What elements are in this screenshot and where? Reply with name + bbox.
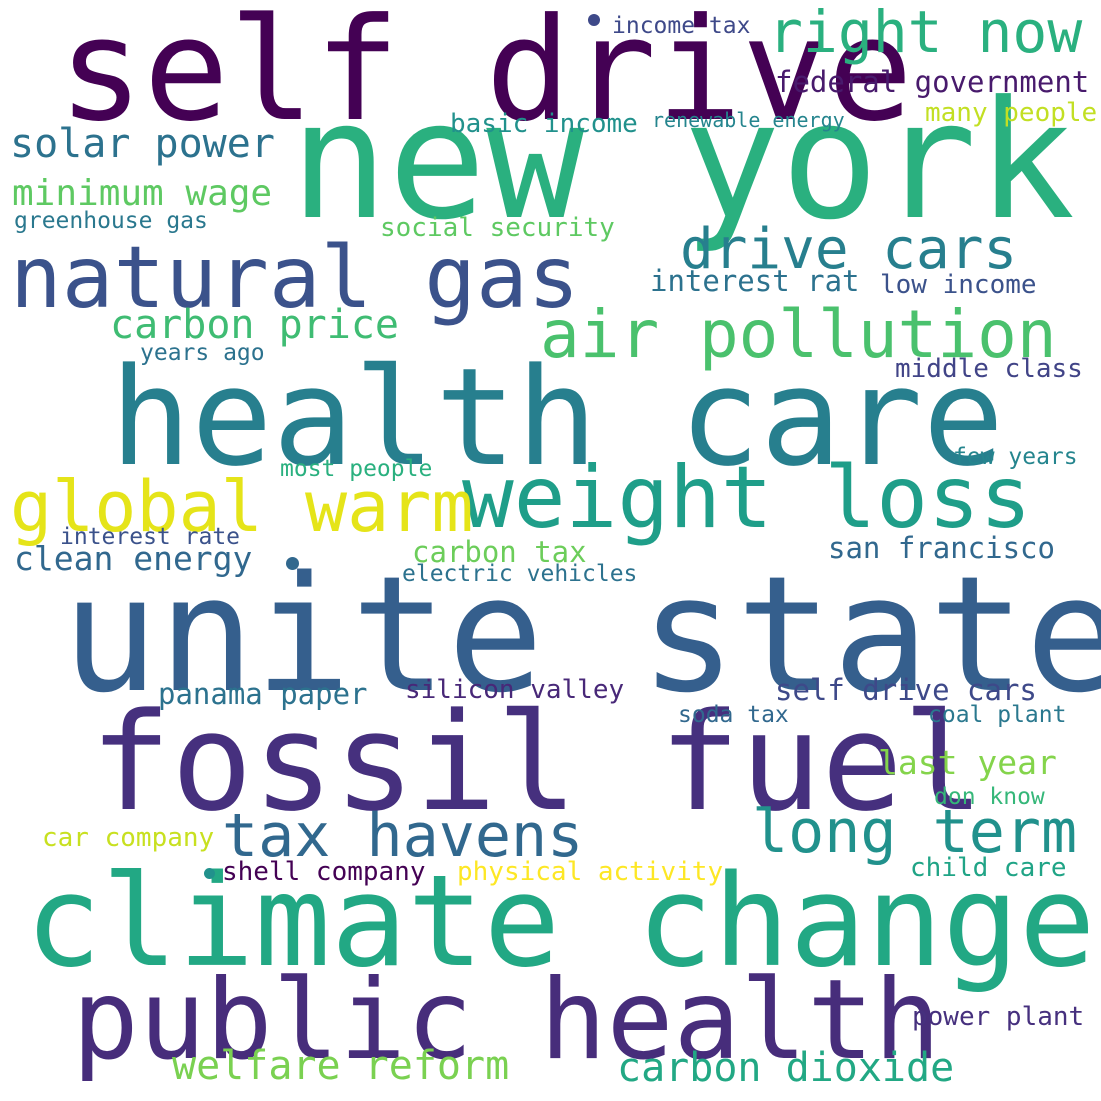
word-low-income: low income xyxy=(880,270,1037,300)
word-drive-cars: drive cars xyxy=(680,217,1018,282)
word-self-drive-cars: self drive cars xyxy=(775,673,1037,707)
word-interest-rate: interest rate xyxy=(60,524,241,550)
word-shell-company: shell company xyxy=(222,857,426,887)
word-right-now: right now xyxy=(768,0,1083,66)
small-dot xyxy=(204,868,215,879)
word-solar-power: solar power xyxy=(10,121,275,167)
word-minimum-wage: minimum wage xyxy=(12,173,273,214)
word-carbon-tax: carbon tax xyxy=(412,535,587,569)
word-social-security: social security xyxy=(380,213,615,243)
word-clean-energy: clean energy xyxy=(14,539,253,578)
word-panama-paper: panama paper xyxy=(158,677,368,711)
word-welfare-reform: welfare reform xyxy=(172,1043,510,1089)
word-renewable-energy: renewable energy xyxy=(652,108,845,132)
word-public-health: public health xyxy=(72,956,941,1085)
word-health-care: health care xyxy=(110,339,1005,496)
word-years-ago: years ago xyxy=(140,340,265,366)
word-weight-loss: weight loss xyxy=(462,448,1032,548)
word-interest-rat: interest rat xyxy=(650,264,860,298)
word-silicon-valley: silicon valley xyxy=(405,675,625,705)
word-many-people: many people xyxy=(925,98,1098,128)
word-long-term: long term xyxy=(752,797,1078,867)
word-basic-income: basic income xyxy=(450,109,638,139)
word-climate-change: climate change xyxy=(25,847,1096,995)
word-car-company: car company xyxy=(42,823,215,853)
word-soda-tax: soda tax xyxy=(678,702,789,728)
word-global-warm: global warm xyxy=(10,466,474,548)
word-natural-gas: natural gas xyxy=(10,228,580,328)
word-electric-vehicles: electric vehicles xyxy=(402,561,638,587)
small-dot xyxy=(588,14,600,26)
word-unite-state: unite state xyxy=(62,541,1101,728)
word-most-people: most people xyxy=(280,456,433,482)
word-federal-government: federal government xyxy=(775,65,1090,99)
word-don-know: don know xyxy=(934,784,1045,810)
small-dot xyxy=(286,557,299,570)
word-san-francisco: san francisco xyxy=(828,531,1055,565)
word-physical-activity: physical activity xyxy=(457,857,724,887)
word-last-year: last year xyxy=(878,743,1057,782)
word-fossil-fuel: fossil fuel xyxy=(90,684,985,841)
word-income-tax: income tax xyxy=(612,13,751,39)
word-new-york: new york xyxy=(290,67,1076,256)
word-middle-class: middle class xyxy=(895,354,1083,384)
word-child-care: child care xyxy=(910,853,1067,883)
word-air-pollution: air pollution xyxy=(540,296,1057,373)
word-tax-havens: tax havens xyxy=(222,801,584,871)
word-power-plant: power plant xyxy=(912,1002,1085,1032)
word-few-years: few years xyxy=(953,444,1078,470)
word-greenhouse-gas: greenhouse gas xyxy=(14,208,208,234)
word-carbon-price: carbon price xyxy=(110,302,399,348)
word-self-drive: self drive xyxy=(58,0,913,153)
word-carbon-dioxide: carbon dioxide xyxy=(617,1045,955,1091)
word-coal-plant: coal plant xyxy=(928,702,1067,728)
